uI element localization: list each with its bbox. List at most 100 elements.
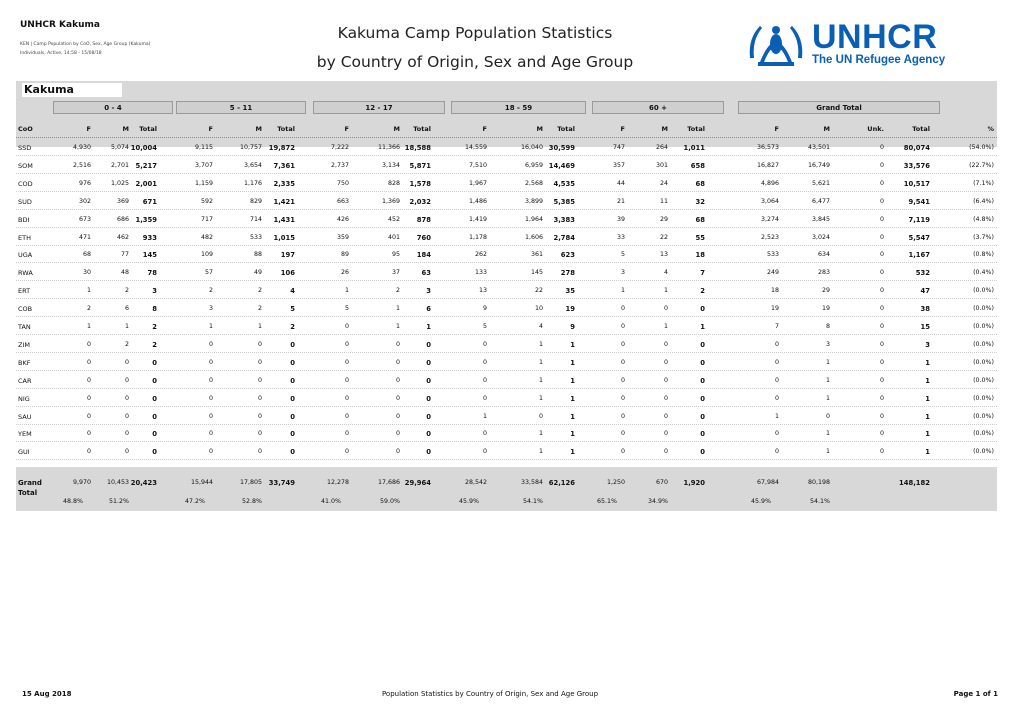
table-cell: 1 [663,323,668,330]
table-cell: 15 [920,323,930,331]
table-cell: 1 [570,376,575,385]
org-name: UNHCR Kakuma [20,20,100,30]
table-cell: 760 [416,233,431,242]
table-cell: 0 [620,412,625,420]
table-cell: 0 [482,430,487,438]
table-cell: 95 [391,251,400,259]
table-cell: 0 [426,430,431,439]
table-cell: 0 [86,412,91,420]
header-divider [16,137,997,138]
col-header-f: F [620,125,625,133]
table-cell: 0 [395,394,400,402]
grand-total-cell: 33,584 [520,479,543,486]
table-cell: 5,621 [811,179,830,187]
group-grand-total: Grand Total [738,101,940,114]
table-cell: 68 [82,251,91,259]
table-cell: 0 [700,412,705,421]
grand-total-cell: 29,964 [404,479,431,487]
table-row-coo: COB [18,305,33,314]
table-cell: 0 [700,394,705,403]
table-cell: 0 [879,412,884,420]
table-row-coo: SAU [18,412,32,421]
table-cell: 0 [395,376,400,384]
table-cell: 197 [280,251,295,260]
table-cell: 3 [825,340,830,348]
table-cell: 43,501 [807,144,830,151]
table-cell: 1 [925,430,930,439]
table-cell: 1,578 [409,179,432,188]
table-cell: 3 [925,340,930,349]
grand-total-band [16,467,997,511]
table-cell: 3,654 [243,161,262,169]
grand-total-label-2: Total [18,489,38,497]
table-cell: 1 [538,448,543,456]
table-cell: 0 [663,340,668,348]
col-header-m: M [255,125,262,133]
grand-total-cell: 17,805 [239,479,262,486]
table-cell: 0 [879,179,884,187]
table-cell: 16,749 [807,161,830,169]
table-cell: (22.7%) [969,161,994,169]
table-cell: 16,040 [520,144,543,151]
table-cell: 3,134 [381,161,400,169]
col-header-m: M [823,125,830,133]
table-cell: 3 [426,287,431,296]
table-cell: 0 [620,305,625,313]
table-cell: 1 [925,394,930,403]
row-divider [16,226,997,228]
table-cell: 2,523 [760,233,779,241]
table-cell: 634 [817,251,830,259]
table-cell: 33 [616,233,625,241]
table-cell: 0 [208,376,213,384]
table-cell: 8 [152,305,157,314]
table-cell: 3 [620,269,625,277]
table-cell: 2 [395,287,400,295]
table-cell: 0 [257,448,262,456]
table-cell: 0 [482,358,487,366]
table-cell: (0.0%) [973,287,994,295]
table-cell: 9,115 [194,144,213,151]
table-cell: 0 [257,412,262,420]
table-cell: 38 [920,305,930,314]
table-cell: 0 [124,412,129,420]
table-cell: 7,361 [273,161,296,170]
table-cell: 5 [290,305,295,314]
table-cell: 4,896 [760,179,779,187]
table-cell: 5 [620,251,625,259]
table-cell: 673 [78,215,91,223]
table-cell: 1 [426,323,431,331]
table-cell: 5,217 [135,161,158,170]
table-cell: (0.4%) [973,269,994,277]
table-cell: 1,419 [468,215,487,223]
table-cell: 1 [538,340,543,348]
table-cell: 37 [391,269,400,277]
grand-total-pct: 59.0% [379,498,400,505]
table-cell: 0 [879,161,884,169]
row-divider [16,369,997,371]
table-cell: (0.8%) [973,251,994,259]
table-cell: 2 [700,287,705,296]
table-cell: 0 [538,412,543,420]
table-cell: 1,606 [524,233,543,241]
table-cell: 36,573 [756,144,779,151]
table-cell: 9 [482,305,487,313]
col-header-unk: Unk. [867,125,884,133]
table-cell: (0.0%) [973,448,994,456]
table-cell: 0 [482,340,487,348]
table-cell: 1 [86,287,91,295]
table-cell: 0 [86,448,91,456]
table-cell: 4 [290,287,295,296]
table-cell: 0 [700,448,705,457]
table-cell: 0 [290,376,295,385]
table-cell: 4,535 [553,179,576,188]
table-row-coo: RWA [18,269,33,278]
table-cell: 16,827 [756,161,779,169]
unhcr-logo-icon [749,26,803,66]
grand-total-cell: 12,278 [326,479,349,486]
table-cell: 0 [879,430,884,438]
table-cell: 2 [124,287,129,295]
col-header-f: F [774,125,779,133]
table-cell: 3,383 [553,215,576,224]
table-cell: 6 [426,305,431,314]
table-cell: 828 [387,179,400,187]
